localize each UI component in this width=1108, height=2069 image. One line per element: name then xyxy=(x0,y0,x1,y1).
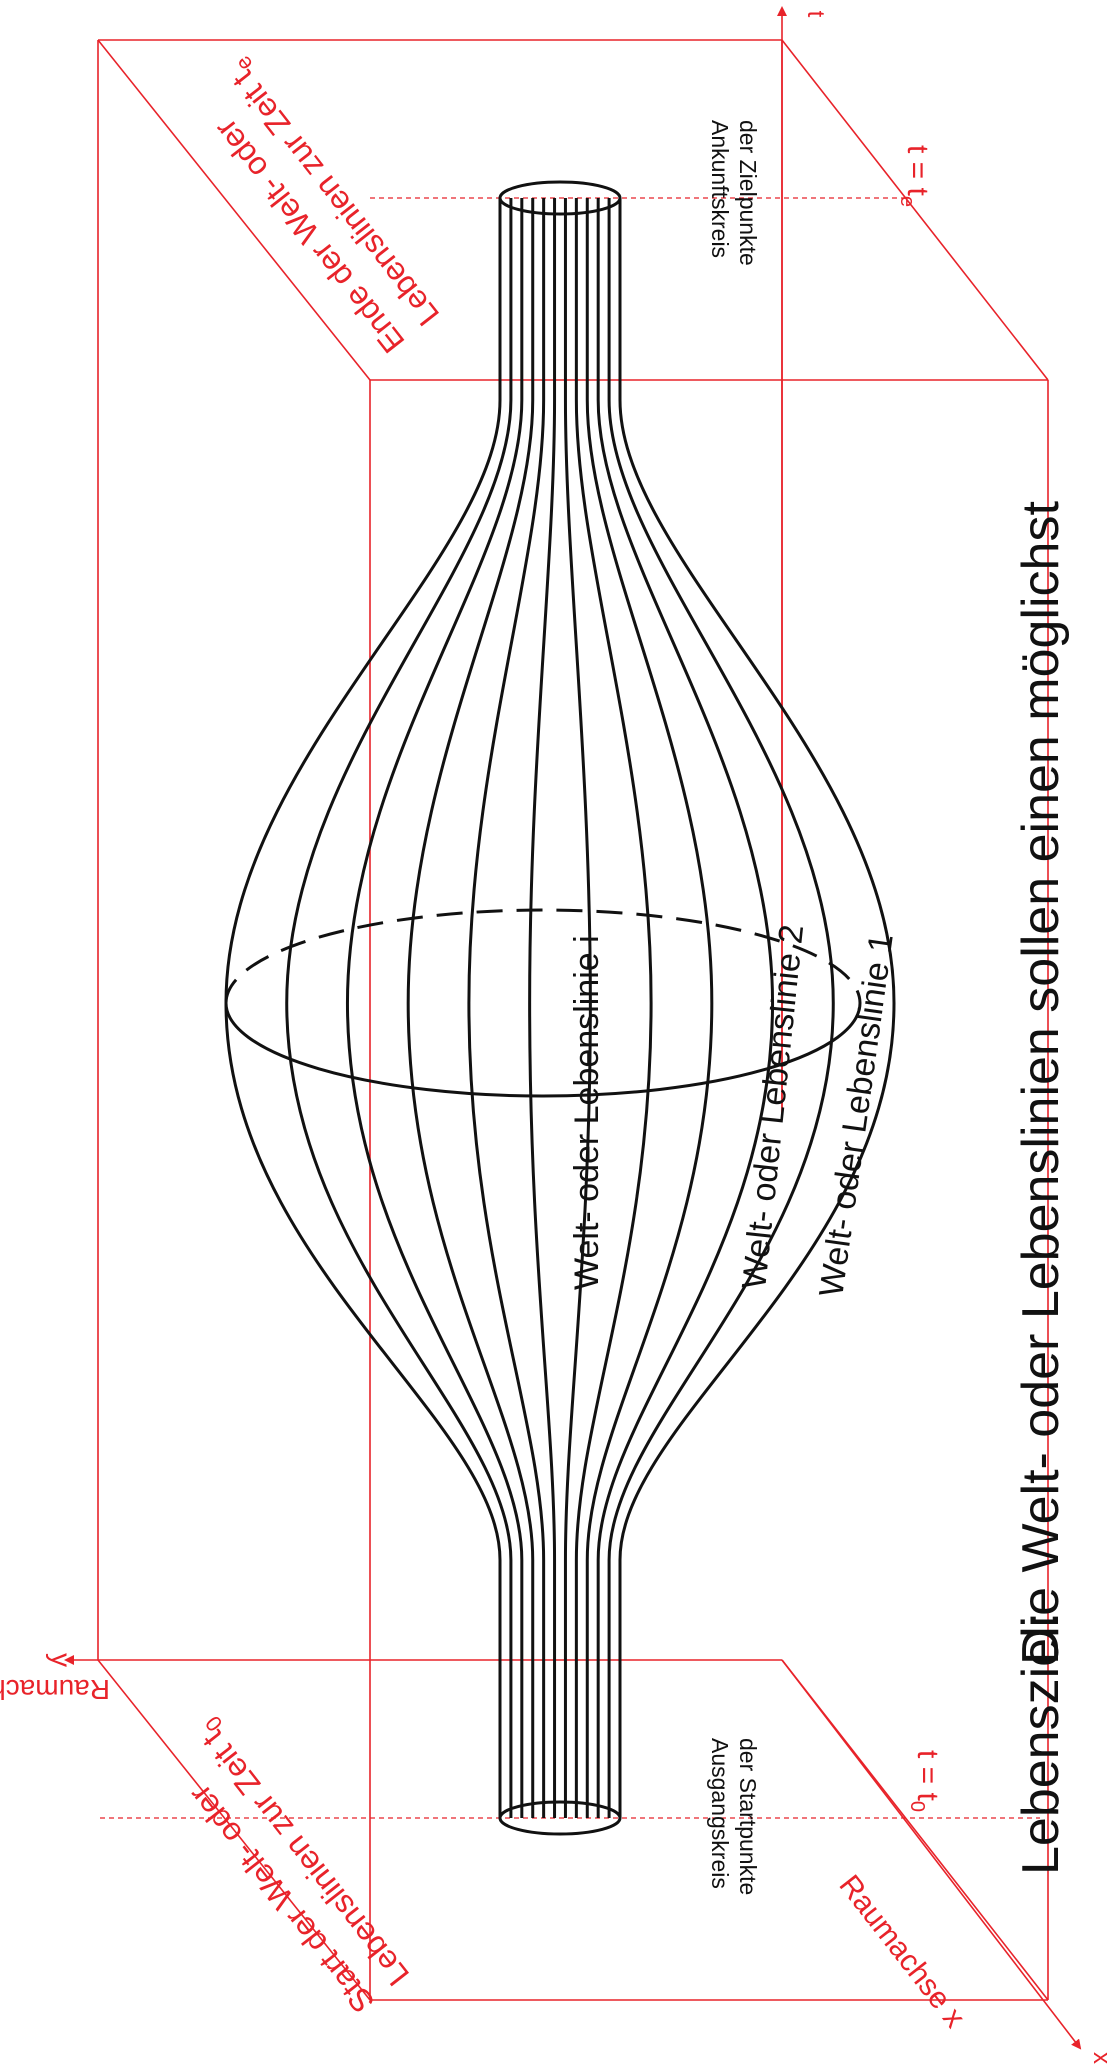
caption-text: Die Welt- oder Lebenslinien sollen einen… xyxy=(1012,501,1070,1665)
worldline xyxy=(563,198,592,1818)
worldline xyxy=(528,198,557,1818)
lifeline-1-label: Welt- oder Lebenslinie 1 xyxy=(812,931,901,1299)
t-start-label: t = t0 xyxy=(906,1750,944,1812)
origin-circle-label: Ausgangskreis der Startpunkte xyxy=(707,1738,761,1895)
x-axis-line xyxy=(781,1659,1082,2050)
lifeline-i-label: Welt- oder Lebenslinie i xyxy=(568,935,606,1290)
caption-title: Lebensziel: xyxy=(1012,1612,1070,1875)
worldline xyxy=(224,198,502,1818)
worldline xyxy=(618,198,896,1818)
worldline xyxy=(574,198,653,1818)
y-axis-label: Raumachse y xyxy=(0,1674,110,1705)
y-axis-letter: y xyxy=(46,1653,77,1667)
worldline xyxy=(285,198,513,1818)
worldline xyxy=(467,198,546,1818)
worldline xyxy=(406,198,535,1818)
worldline xyxy=(585,198,714,1818)
x-axis-letter: x xyxy=(1088,2052,1108,2064)
t-axis-letter: t xyxy=(802,11,829,18)
start-corner-label: Start der Welt- oder Lebenslinien zur Ze… xyxy=(153,1711,420,2020)
cross-section-front xyxy=(224,1002,862,1098)
lifeline-2-label: Welt- oder Lebenslinie 2 xyxy=(735,923,811,1291)
worldline xyxy=(596,198,775,1818)
axes xyxy=(64,6,1082,2050)
worldline-bundle xyxy=(224,198,896,1818)
origin-circle xyxy=(498,1800,622,1836)
x-axis-label: Raumachse x xyxy=(832,1869,971,2034)
t-end-label: t = te xyxy=(896,145,934,207)
worldline xyxy=(607,198,835,1818)
arrival-circle-label: Ankunftskreis der Zielpunkte xyxy=(707,120,761,266)
worldline xyxy=(345,198,524,1818)
arrival-circle xyxy=(498,180,622,216)
cross-section-back xyxy=(224,908,862,1004)
